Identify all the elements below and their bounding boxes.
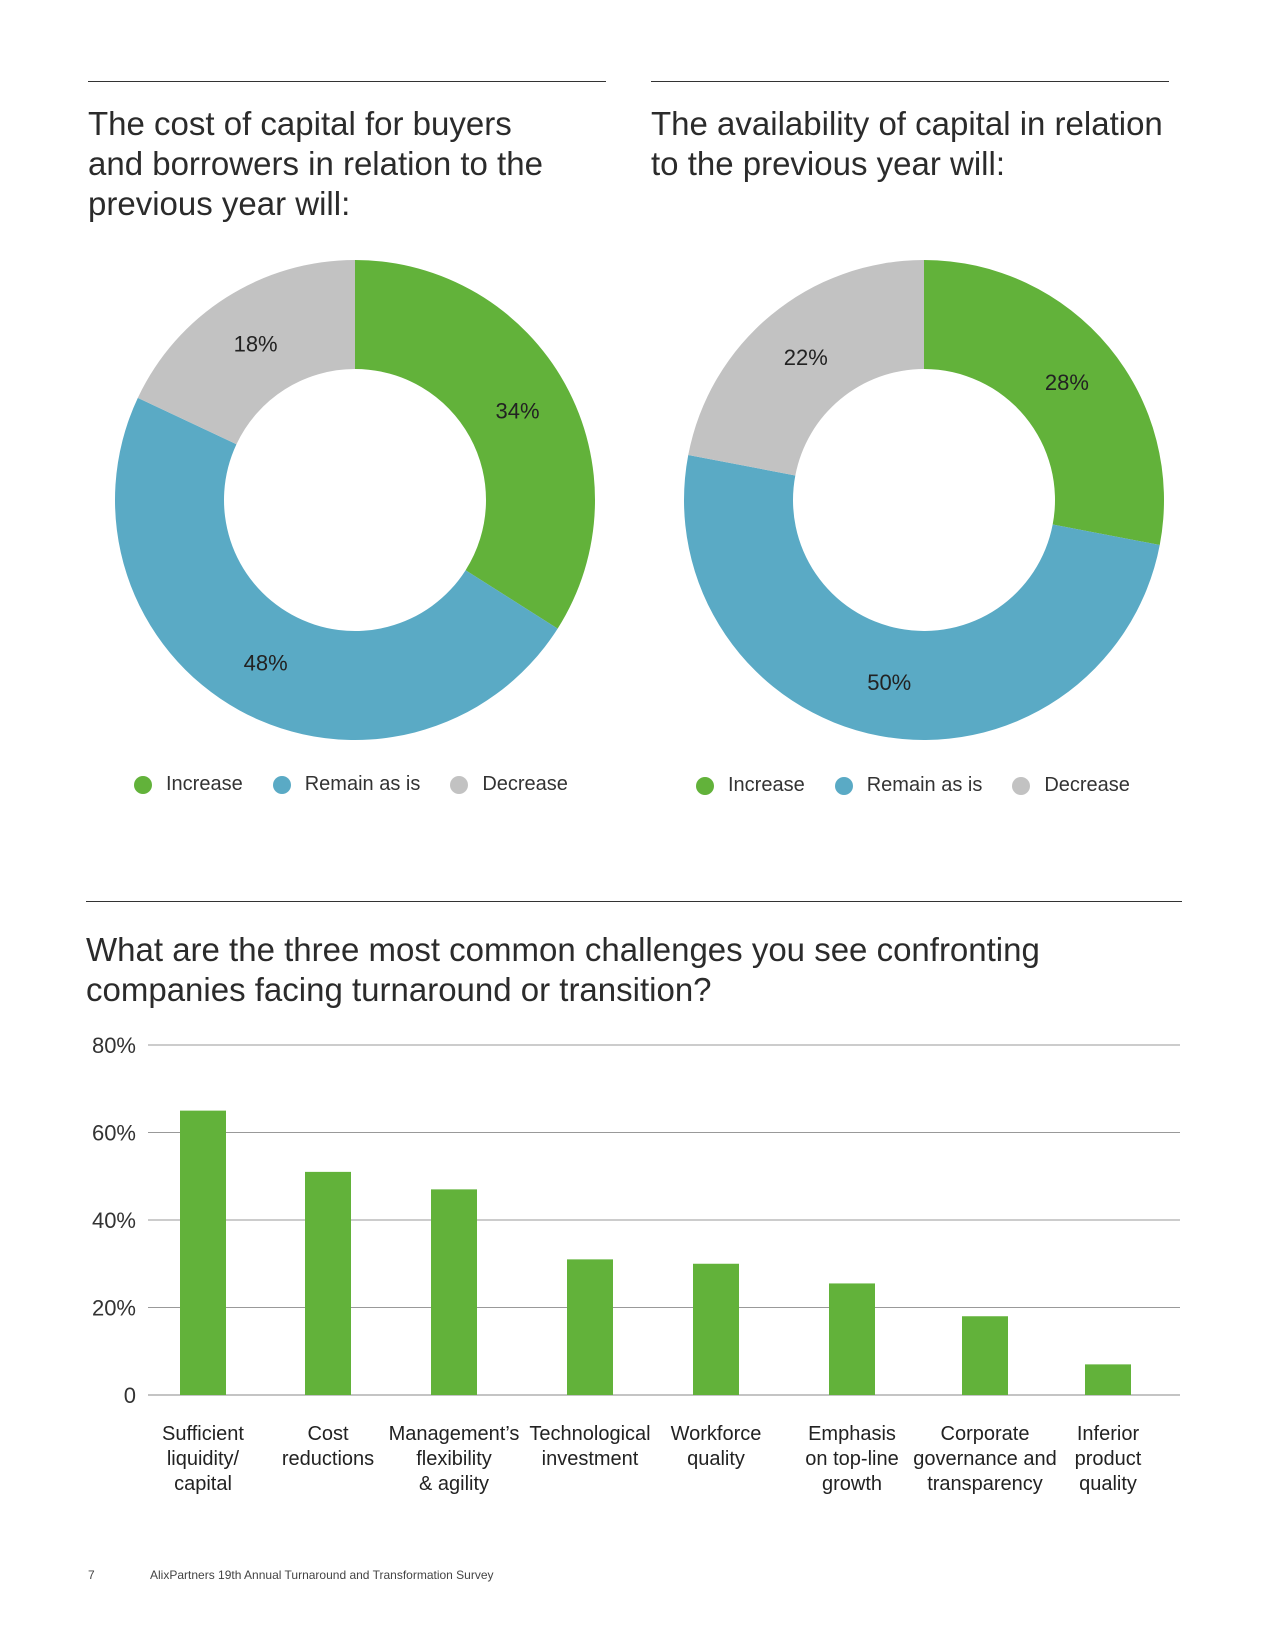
cost-slice-remain xyxy=(114,397,558,741)
cost-legend-item-decrease: Decrease xyxy=(450,773,568,796)
cost-legend-label-increase: Increase xyxy=(166,773,243,795)
cost-label-remain: 48% xyxy=(244,651,288,676)
x-tick-label: Technological investment xyxy=(529,1423,650,1470)
cost-slice-increase xyxy=(355,260,595,629)
cost-legend-swatch-remain xyxy=(272,775,291,794)
bottom-divider xyxy=(86,901,1182,902)
y-tick-label: 0 xyxy=(124,1383,136,1408)
page-number: 7 xyxy=(88,1568,95,1582)
bar xyxy=(1085,1364,1131,1395)
cost-legend-swatch-decrease xyxy=(450,775,469,794)
cost-slice-decrease xyxy=(137,260,355,445)
availability-slice-remain xyxy=(684,455,1160,741)
bar xyxy=(567,1259,613,1395)
availability-legend-label-decrease: Decrease xyxy=(1044,774,1130,796)
bar xyxy=(829,1283,875,1395)
challenges-title: What are the three most common challenge… xyxy=(86,931,1040,1008)
availability-label-remain: 50% xyxy=(867,670,911,695)
x-tick-label: Corporate governance and transparency xyxy=(913,1423,1056,1495)
availability-legend-item-remain: Remain as is xyxy=(834,774,983,797)
cost-of-capital-title: The cost of capital for buyers and borro… xyxy=(88,105,543,222)
availability-label-decrease: 22% xyxy=(784,345,828,370)
y-tick-label: 40% xyxy=(92,1208,136,1233)
bar xyxy=(693,1263,739,1395)
x-tick-label: Sufficient liquidity/capital xyxy=(162,1423,244,1495)
availability-legend-swatch-decrease xyxy=(1012,776,1031,795)
availability-of-capital-legend: Increase Remain as is Decrease xyxy=(696,774,1160,797)
x-tick-label: Workforce quality xyxy=(671,1423,762,1470)
top-right-divider xyxy=(651,81,1169,82)
cost-label-decrease: 18% xyxy=(234,331,278,356)
top-left-divider xyxy=(88,81,606,82)
availability-of-capital-title: The availability of capital in relation … xyxy=(651,105,1163,182)
x-tick-label: Emphasis on top-line growth xyxy=(805,1423,898,1495)
availability-legend-label-increase: Increase xyxy=(728,774,805,796)
availability-legend-swatch-remain xyxy=(834,776,853,795)
y-tick-label: 20% xyxy=(92,1296,136,1321)
x-tick-label: Management’s flexibility & agility xyxy=(389,1423,520,1495)
cost-legend-label-remain: Remain as is xyxy=(304,773,421,795)
cost-label-increase: 34% xyxy=(496,399,540,424)
availability-slice-decrease xyxy=(688,260,924,476)
bar xyxy=(180,1110,226,1395)
availability-label-increase: 28% xyxy=(1045,370,1089,395)
cost-legend-item-increase: Increase xyxy=(134,773,243,796)
availability-of-capital-donut-chart: 28% 50% 22% xyxy=(684,260,1164,741)
challenges-bar-chart: 0 20% 40% 60% 80% Sufficient liquidity/capital… xyxy=(92,1033,1180,1495)
y-tick-label: 80% xyxy=(92,1033,136,1058)
bar xyxy=(962,1316,1008,1395)
availability-legend-item-increase: Increase xyxy=(696,774,805,797)
availability-legend-label-remain: Remain as is xyxy=(866,774,983,796)
x-tick-label: Inferior product quality xyxy=(1075,1423,1142,1495)
y-tick-label: 60% xyxy=(92,1121,136,1146)
cost-legend-swatch-increase xyxy=(134,775,152,794)
availability-slice-increase xyxy=(924,260,1164,545)
cost-legend-item-remain: Remain as is xyxy=(272,773,421,796)
cost-of-capital-donut-chart: 34% 48% 18% xyxy=(114,260,595,741)
cost-of-capital-legend: Increase Remain as is Decrease xyxy=(134,773,598,796)
bar xyxy=(305,1171,351,1395)
availability-legend-swatch-increase xyxy=(696,776,714,795)
x-tick-label: Cost reductions xyxy=(282,1423,374,1470)
cost-legend-label-decrease: Decrease xyxy=(482,773,568,795)
availability-legend-item-decrease: Decrease xyxy=(1012,774,1130,797)
footer-text: AlixPartners 19th Annual Turnaround and … xyxy=(150,1568,494,1582)
bar xyxy=(431,1189,477,1395)
